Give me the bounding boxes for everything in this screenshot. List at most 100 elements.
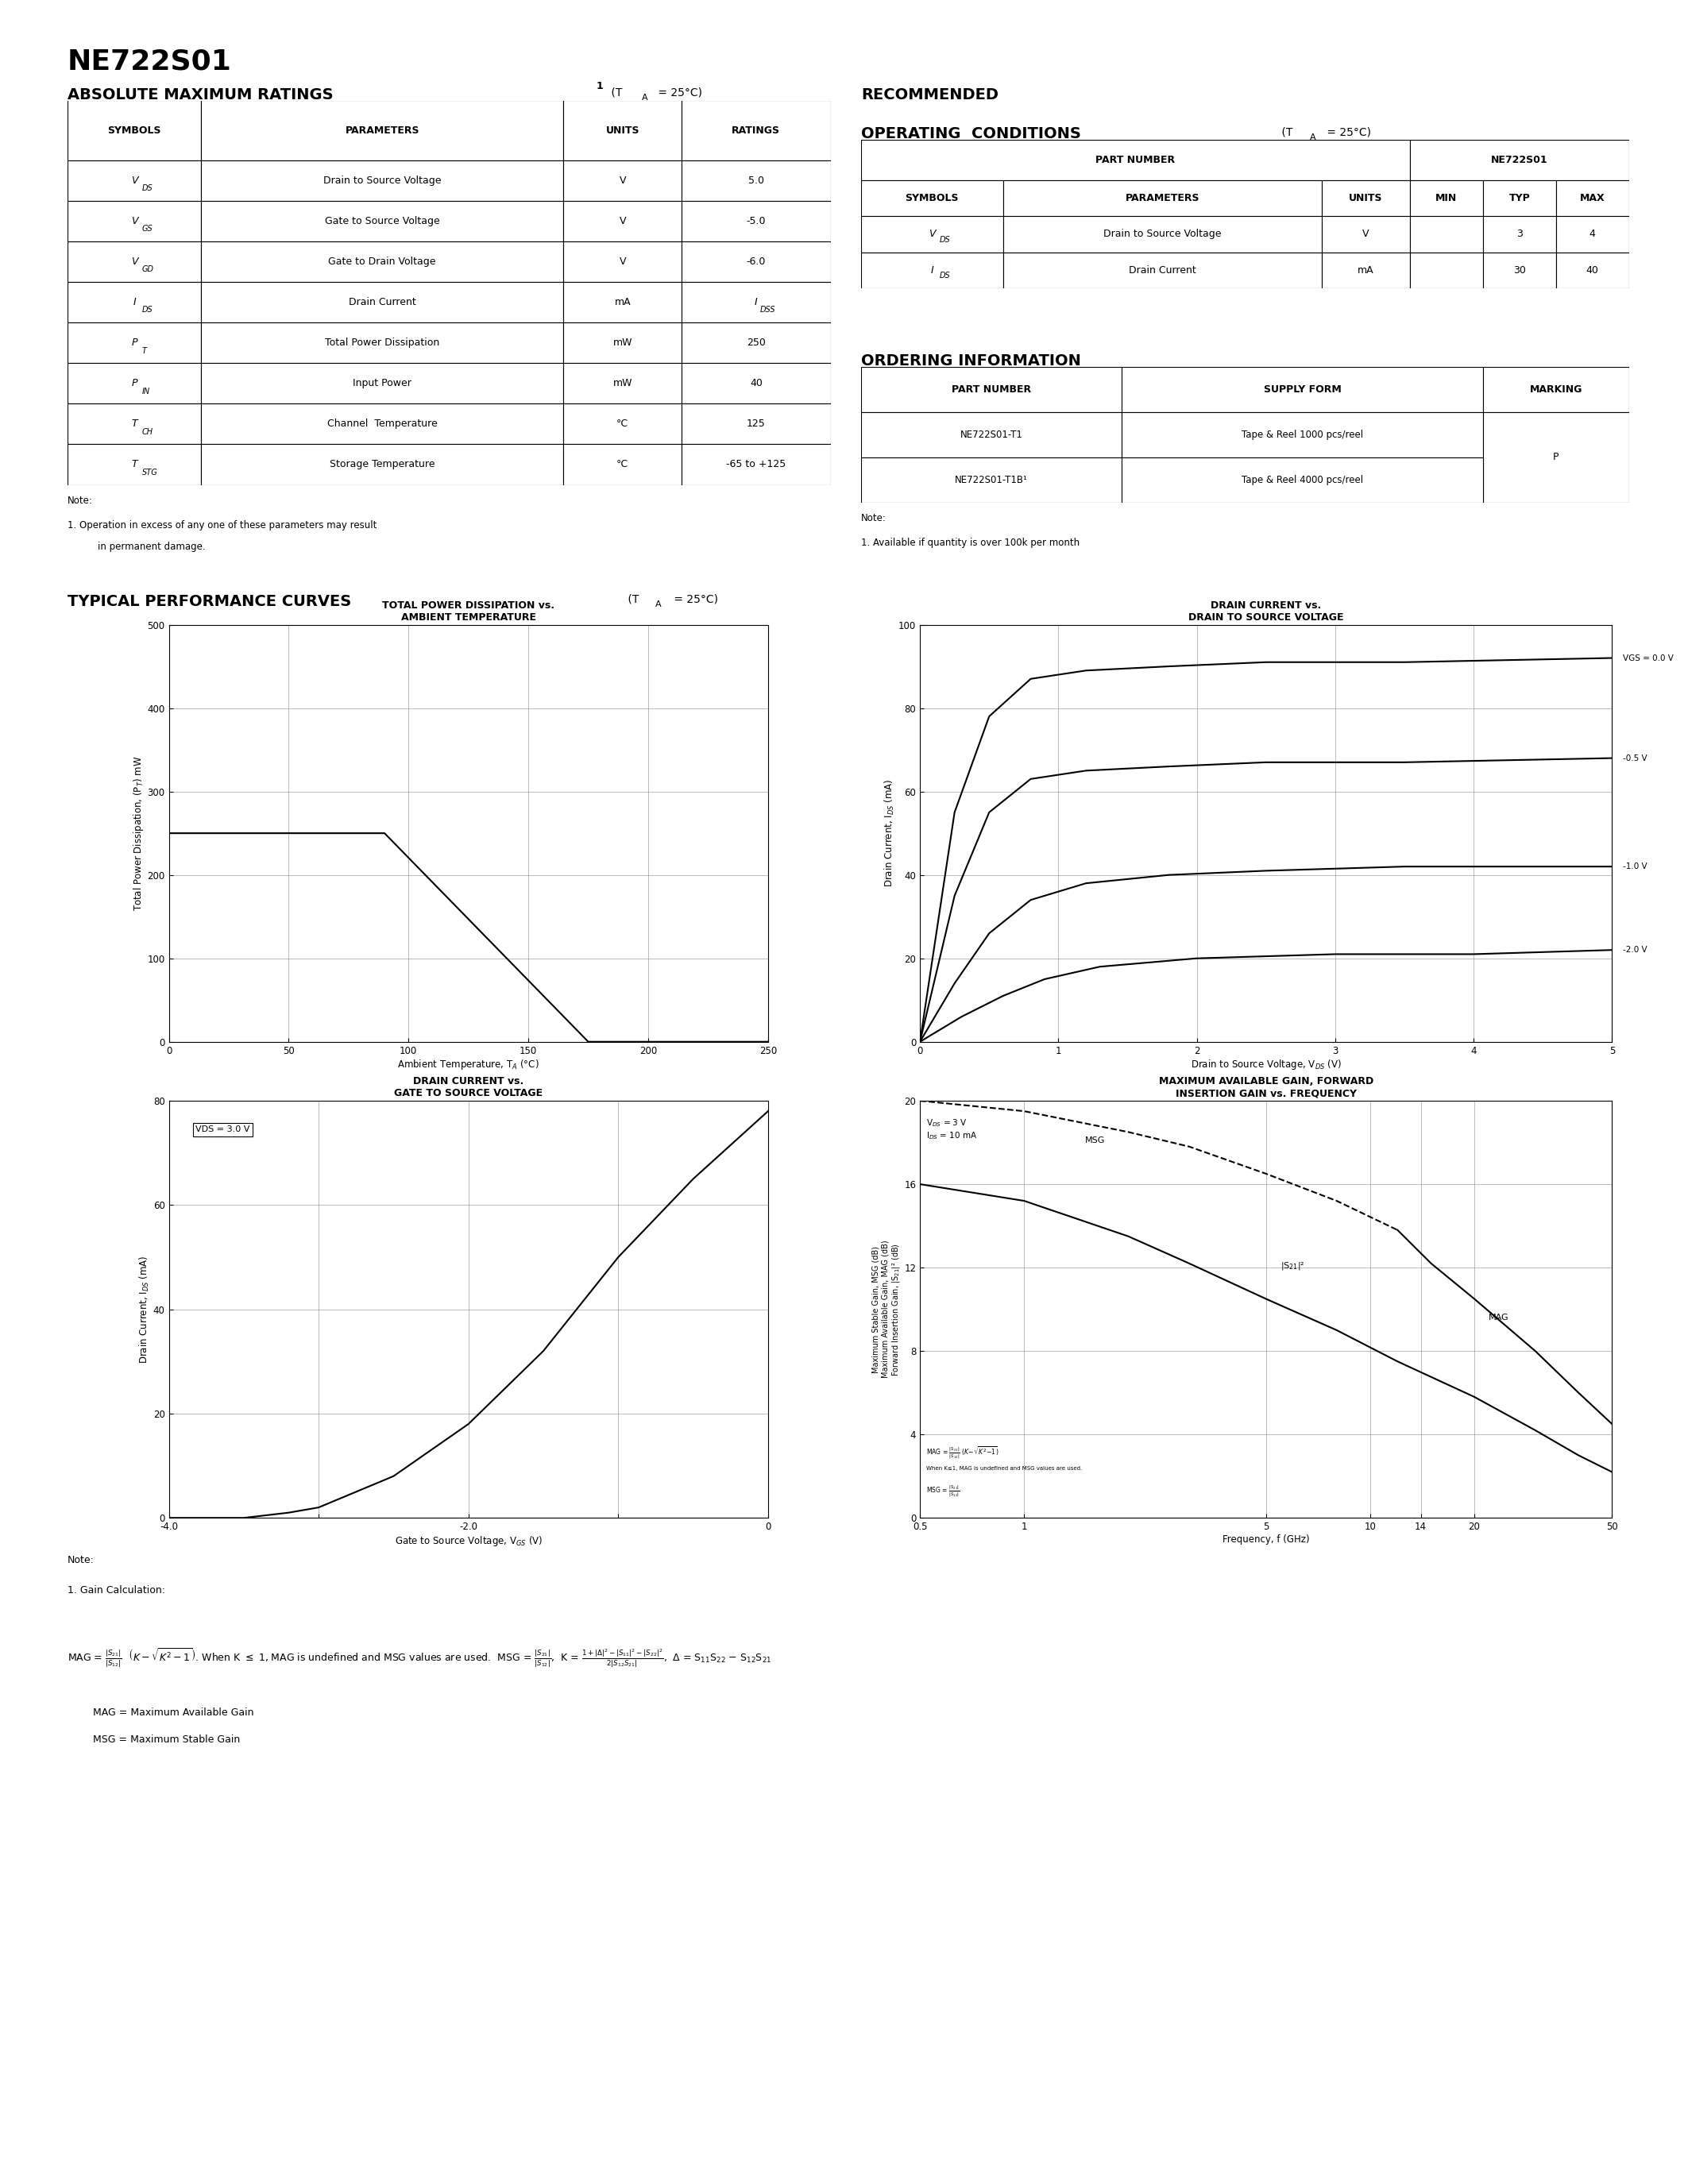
Text: UNITS: UNITS [606,124,640,135]
Text: NE722S01-T1B¹: NE722S01-T1B¹ [955,474,1028,485]
Bar [201,363,564,404]
Text: P: P [132,339,137,347]
Text: DS: DS [142,183,154,192]
Bar [201,323,564,363]
Title: TOTAL POWER DISSIPATION vs.
AMBIENT TEMPERATURE: TOTAL POWER DISSIPATION vs. AMBIENT TEMP… [381,601,555,622]
Text: MAG = Maximum Available Gain: MAG = Maximum Available Gain [93,1708,253,1719]
Text: RATINGS: RATINGS [733,124,780,135]
Text: Input Power: Input Power [353,378,412,389]
Text: MSG: MSG [1085,1136,1106,1144]
Text: Tape & Reel 4000 pcs/reel: Tape & Reel 4000 pcs/reel [1242,474,1364,485]
Text: V: V [132,256,138,266]
Bar [1484,216,1556,251]
X-axis label: Gate to Source Voltage, V$_{GS}$ (V): Gate to Source Voltage, V$_{GS}$ (V) [395,1535,542,1548]
Text: -6.0: -6.0 [746,256,766,266]
Text: Drain to Source Voltage: Drain to Source Voltage [1104,229,1222,240]
Bar [861,179,1003,216]
Bar [201,201,564,242]
Bar [861,251,1003,288]
Text: DS: DS [940,236,950,245]
Bar [201,159,564,201]
Text: When K≤1, MAG is undefined and MSG values are used.: When K≤1, MAG is undefined and MSG value… [925,1465,1082,1470]
Text: 1. Operation in excess of any one of these parameters may result: 1. Operation in excess of any one of the… [68,520,376,531]
Bar [1409,140,1629,179]
Bar [861,413,1123,456]
Text: V: V [132,175,138,186]
Bar [682,242,830,282]
Bar [68,363,201,404]
Title: DRAIN CURRENT vs.
GATE TO SOURCE VOLTAGE: DRAIN CURRENT vs. GATE TO SOURCE VOLTAGE [393,1077,544,1099]
Bar [1484,251,1556,288]
Text: V: V [619,256,626,266]
Bar [1123,456,1484,502]
Text: = 25°C): = 25°C) [670,594,717,605]
Text: PART NUMBER: PART NUMBER [952,384,1031,395]
Bar [564,404,682,443]
Y-axis label: Drain Current, I$_{DS}$ (mA): Drain Current, I$_{DS}$ (mA) [138,1256,150,1363]
Text: A: A [1310,133,1317,142]
Bar [201,100,564,159]
Y-axis label: Maximum Stable Gain, MSG (dB)
Maximum Available Gain, MAG (dB)
Forward Insertion: Maximum Stable Gain, MSG (dB) Maximum Av… [873,1241,901,1378]
Text: NE722S01: NE722S01 [1491,155,1548,166]
Text: Drain Current: Drain Current [349,297,415,308]
Text: °C: °C [616,459,628,470]
Text: = 25°C): = 25°C) [1323,127,1371,138]
Text: (T: (T [608,87,623,98]
Text: MAG = $\frac{|S_{21}|}{|S_{12}|}$ $(K\!-\!\sqrt{K^2\!-\!1}$): MAG = $\frac{|S_{21}|}{|S_{12}|}$ $(K\!-… [925,1446,999,1461]
Bar [68,100,201,159]
Bar [1003,179,1322,216]
Bar [682,201,830,242]
Bar [1556,216,1629,251]
Text: 40: 40 [749,378,763,389]
Text: °C: °C [616,419,628,428]
Text: SYMBOLS: SYMBOLS [905,192,959,203]
Text: Total Power Dissipation: Total Power Dissipation [326,339,439,347]
Bar [682,159,830,201]
Text: mA: mA [1357,264,1374,275]
Text: PART NUMBER: PART NUMBER [1096,155,1175,166]
Bar [564,242,682,282]
Text: TYP: TYP [1509,192,1529,203]
Text: -2.0 V: -2.0 V [1624,946,1647,954]
Text: TYPICAL PERFORMANCE CURVES: TYPICAL PERFORMANCE CURVES [68,594,351,609]
Text: 3: 3 [1516,229,1523,240]
Text: 1: 1 [596,81,603,92]
Text: CH: CH [142,428,154,437]
Text: MARKING: MARKING [1529,384,1582,395]
Text: GS: GS [142,225,154,234]
Text: V: V [619,175,626,186]
Bar [201,282,564,323]
Text: V: V [928,229,935,240]
Text: A: A [641,94,648,103]
Bar [1409,216,1484,251]
Text: -65 to +125: -65 to +125 [726,459,787,470]
X-axis label: Drain to Source Voltage, V$_{DS}$ (V): Drain to Source Voltage, V$_{DS}$ (V) [1190,1059,1342,1072]
Text: 1. Available if quantity is over 100k per month: 1. Available if quantity is over 100k pe… [861,537,1079,548]
Text: MSG = Maximum Stable Gain: MSG = Maximum Stable Gain [93,1734,240,1745]
Bar [861,367,1123,413]
Bar [564,443,682,485]
Bar [1409,251,1484,288]
Text: mW: mW [613,339,633,347]
Bar [564,201,682,242]
Bar [682,282,830,323]
Bar [68,282,201,323]
Title: MAXIMUM AVAILABLE GAIN, FORWARD
INSERTION GAIN vs. FREQUENCY: MAXIMUM AVAILABLE GAIN, FORWARD INSERTIO… [1158,1077,1374,1099]
Bar [861,140,1409,179]
Text: T: T [132,459,137,470]
X-axis label: Frequency, f (GHz): Frequency, f (GHz) [1222,1535,1310,1544]
Bar [1322,251,1409,288]
Bar [1123,413,1484,456]
Text: Tape & Reel 1000 pcs/reel: Tape & Reel 1000 pcs/reel [1242,430,1364,439]
Text: Gate to Source Voltage: Gate to Source Voltage [324,216,441,227]
Text: Note:: Note: [68,496,93,507]
Text: IN: IN [142,387,150,395]
Text: PARAMETERS: PARAMETERS [1126,192,1200,203]
Text: SUPPLY FORM: SUPPLY FORM [1264,384,1342,395]
Text: (T: (T [625,594,640,605]
Text: PARAMETERS: PARAMETERS [344,124,419,135]
Text: -1.0 V: -1.0 V [1624,863,1647,871]
Text: -5.0: -5.0 [746,216,766,227]
Text: VDS = 3.0 V: VDS = 3.0 V [196,1125,250,1133]
Text: 5.0: 5.0 [748,175,765,186]
